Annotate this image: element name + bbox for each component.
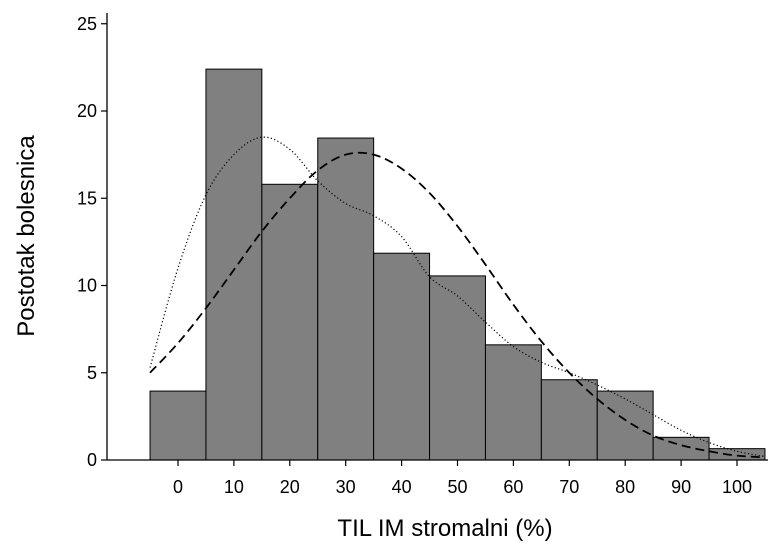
- histogram-bar: [149, 390, 207, 461]
- x-tick-label: 10: [224, 477, 244, 497]
- x-axis-label: TIL IM stromalni (%): [337, 515, 552, 542]
- histogram-bar: [596, 390, 654, 461]
- histogram-bar: [708, 448, 766, 461]
- histogram-bars: [149, 68, 766, 461]
- y-axis-ticks: 0 5 10 15 20 25: [77, 14, 107, 470]
- x-tick-label: 20: [280, 477, 300, 497]
- x-tick-label: 0: [173, 477, 183, 497]
- density-curve: [149, 136, 766, 458]
- x-tick-label: 70: [559, 477, 579, 497]
- histogram-bar: [261, 183, 319, 461]
- x-axis-ticks: 0 10 20 30 40 50 60 70 80 90 100: [173, 460, 752, 497]
- x-tick-label: 90: [671, 477, 691, 497]
- y-tick-label: 0: [87, 450, 97, 470]
- x-tick-label: 80: [615, 477, 635, 497]
- fit-curves: [149, 136, 766, 459]
- x-tick-label: 60: [503, 477, 523, 497]
- normal-fit-curve: [149, 151, 766, 459]
- y-tick-label: 25: [77, 14, 97, 34]
- y-tick-label: 20: [77, 101, 97, 121]
- x-tick-label: 40: [392, 477, 412, 497]
- histogram-bar: [540, 379, 598, 461]
- histogram-bar: [484, 344, 542, 461]
- histogram-bar: [373, 252, 431, 461]
- x-tick-label: 30: [336, 477, 356, 497]
- histogram-bar: [317, 137, 375, 461]
- y-tick-label: 15: [77, 188, 97, 208]
- histogram-bar: [205, 68, 263, 461]
- y-tick-label: 5: [87, 363, 97, 383]
- axes: [106, 13, 768, 461]
- x-tick-label: 50: [447, 477, 467, 497]
- x-tick-label: 100: [722, 477, 752, 497]
- histogram-bar: [429, 275, 486, 461]
- y-axis-label: Postotak bolesnica: [13, 135, 40, 337]
- histogram-bar: [652, 436, 710, 461]
- y-tick-label: 10: [77, 276, 97, 296]
